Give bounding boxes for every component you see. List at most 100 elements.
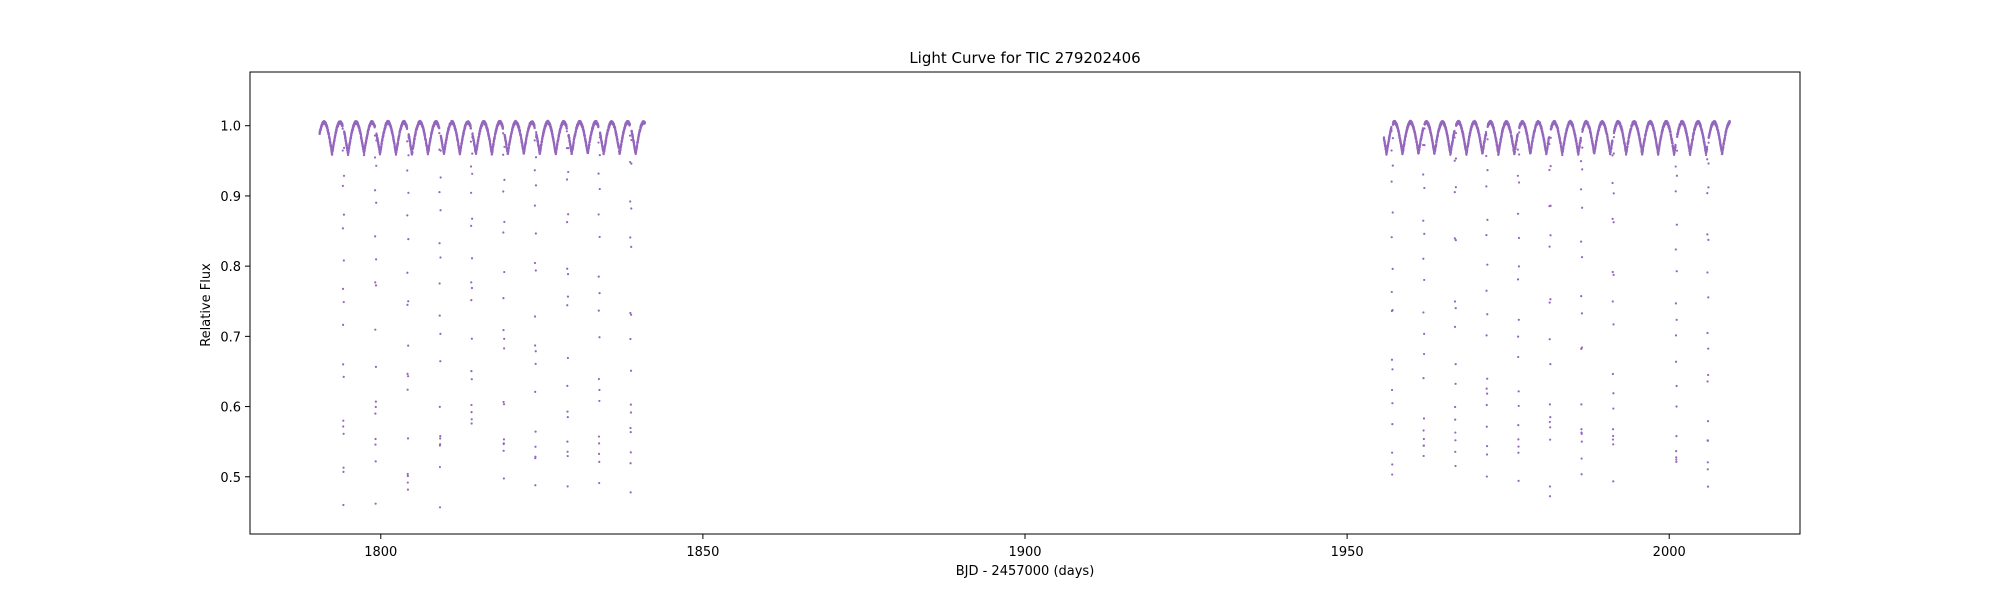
data-point	[342, 375, 345, 378]
data-point	[438, 314, 441, 317]
data-point	[598, 187, 601, 191]
data-point	[382, 134, 385, 137]
data-point	[1423, 186, 1426, 190]
data-point	[470, 281, 473, 284]
data-point	[629, 200, 632, 203]
data-point	[1390, 358, 1394, 361]
data-point	[406, 303, 409, 306]
data-point	[1419, 142, 1422, 145]
data-point	[598, 388, 601, 392]
data-point	[1384, 144, 1387, 148]
data-point	[470, 257, 474, 260]
data-point	[533, 169, 536, 172]
data-point	[407, 344, 410, 347]
data-point	[380, 145, 383, 148]
data-point	[523, 147, 526, 150]
data-point	[628, 123, 632, 126]
data-point	[1391, 164, 1394, 167]
data-point	[1422, 173, 1425, 176]
data-point	[406, 140, 409, 143]
data-point	[555, 151, 558, 154]
data-point	[503, 337, 506, 340]
data-point	[409, 141, 412, 144]
data-point	[1391, 473, 1394, 476]
chart-title: Light Curve for TIC 279202406	[909, 49, 1140, 67]
data-point	[470, 378, 473, 381]
data-point	[457, 142, 460, 145]
data-point	[566, 356, 569, 360]
data-point	[630, 313, 633, 316]
data-point	[533, 139, 536, 142]
data-point	[566, 415, 569, 419]
data-point	[445, 135, 449, 138]
data-point	[1391, 451, 1394, 454]
data-point	[471, 172, 474, 175]
data-point	[1429, 129, 1432, 132]
data-point	[374, 235, 377, 238]
data-point	[502, 297, 505, 300]
data-point	[342, 432, 345, 435]
data-point	[1391, 463, 1394, 466]
data-point	[373, 124, 376, 127]
data-point	[342, 470, 345, 473]
data-point	[381, 138, 384, 141]
data-point	[438, 506, 442, 509]
data-point	[366, 135, 369, 138]
data-point	[375, 134, 379, 137]
data-point	[492, 140, 496, 143]
data-point	[470, 403, 473, 407]
data-point	[341, 149, 344, 152]
data-point	[534, 390, 537, 393]
data-point	[439, 360, 442, 363]
data-point	[629, 337, 632, 341]
data-point	[405, 127, 409, 130]
data-point	[470, 191, 473, 194]
data-point	[565, 178, 569, 181]
data-point	[374, 258, 378, 261]
data-point	[502, 190, 505, 193]
data-point	[1391, 402, 1394, 405]
data-point	[502, 328, 505, 332]
data-point	[444, 141, 448, 144]
data-point	[502, 438, 506, 441]
data-point	[469, 124, 472, 128]
data-point	[470, 422, 473, 425]
data-point	[327, 133, 331, 136]
data-point	[1422, 417, 1426, 420]
data-point	[470, 369, 473, 373]
data-point	[629, 236, 632, 239]
data-point	[1382, 136, 1386, 139]
data-point	[344, 139, 348, 143]
data-point	[534, 445, 537, 448]
data-point	[1390, 149, 1393, 152]
data-point	[469, 165, 473, 168]
data-point	[393, 143, 396, 146]
data-point	[630, 207, 633, 210]
data-point	[524, 141, 528, 144]
data-point	[1423, 127, 1426, 130]
data-point	[1423, 232, 1426, 235]
data-point	[597, 435, 601, 438]
data-point	[407, 154, 410, 157]
data-point	[1422, 219, 1425, 222]
data-point	[439, 443, 442, 446]
data-point	[629, 491, 632, 494]
data-point	[438, 191, 441, 194]
data-point	[439, 437, 442, 440]
data-point	[469, 140, 473, 143]
data-point	[341, 227, 345, 230]
data-point	[375, 164, 378, 167]
data-point	[1390, 388, 1394, 392]
data-point	[438, 242, 441, 245]
data-point	[373, 189, 377, 192]
data-point	[566, 304, 569, 307]
data-point	[438, 127, 441, 130]
data-point	[598, 442, 601, 445]
data-point	[502, 442, 505, 445]
data-point	[597, 309, 600, 312]
data-point	[534, 269, 537, 272]
data-point	[1391, 267, 1394, 270]
data-point	[413, 137, 416, 140]
data-point	[566, 454, 569, 458]
